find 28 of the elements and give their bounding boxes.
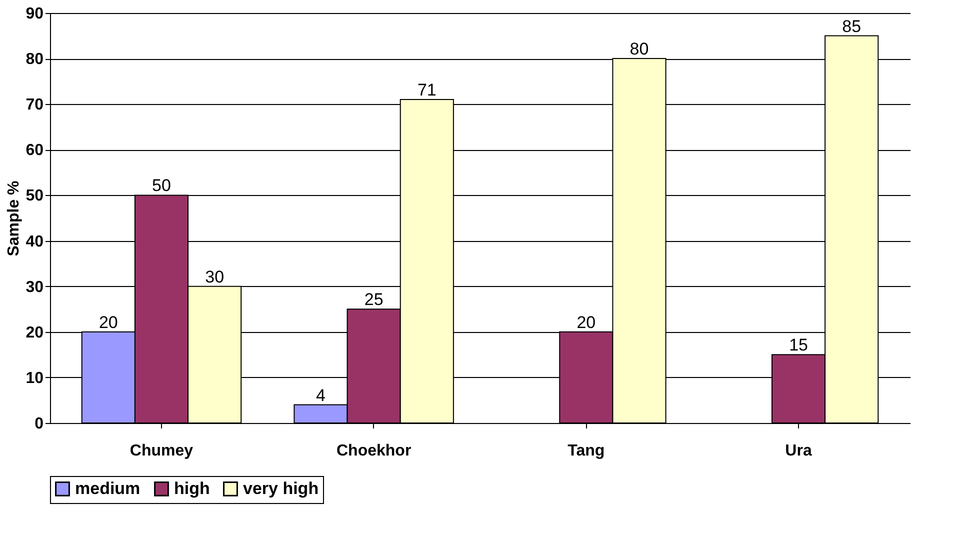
data-label: 20	[576, 312, 596, 332]
y-tick-label: 60	[26, 142, 44, 160]
y-tick-label: 70	[26, 96, 44, 114]
data-label: 20	[98, 312, 118, 332]
y-tick-label: 30	[26, 278, 44, 296]
y-axis-title: Sample %	[6, 180, 23, 256]
data-label: 30	[205, 267, 224, 286]
data-label: 85	[842, 16, 862, 36]
x-tick-label: Ura	[785, 442, 812, 460]
y-tick-label: 50	[26, 188, 44, 205]
y-tick-label: 80	[26, 51, 44, 68]
y-tick-label: 10	[26, 370, 44, 387]
legend-label: medium	[75, 478, 140, 498]
data-label: 25	[364, 290, 384, 310]
y-tick-label: 0	[34, 416, 44, 432]
data-label: 15	[789, 336, 808, 355]
y-tick-label: 40	[26, 233, 44, 250]
x-tick-label: Choekhor	[336, 442, 412, 460]
data-label: 80	[630, 40, 649, 59]
legend-label: high	[174, 478, 210, 498]
y-tick-label: 90	[26, 6, 44, 22]
y-tick-label: 20	[26, 324, 44, 342]
legend-label: very high	[243, 478, 319, 498]
x-tick-label: Tang	[568, 442, 605, 460]
data-label: 4	[316, 386, 326, 405]
data-label: 50	[152, 176, 171, 196]
data-label: 71	[417, 80, 436, 100]
x-tick-label: Chumey	[130, 442, 194, 460]
